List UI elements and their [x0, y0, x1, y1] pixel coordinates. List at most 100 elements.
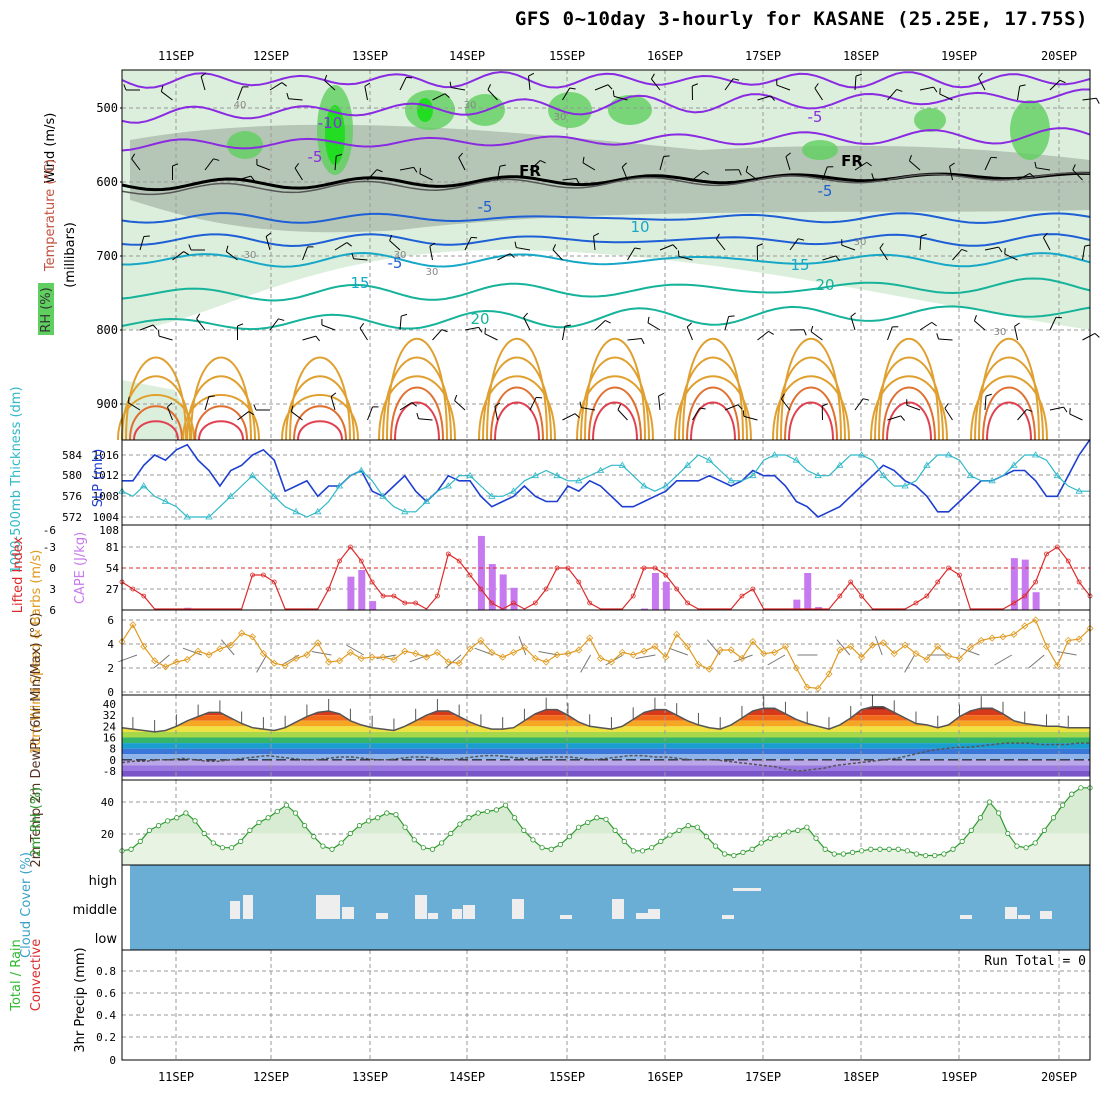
contour-label: 30	[464, 100, 477, 111]
wind-barb-10m	[153, 654, 170, 669]
wind-barb-flag	[863, 398, 870, 401]
contour-label: 30	[394, 250, 407, 261]
wind-barb-flag	[896, 88, 903, 92]
rh2m-marker	[676, 827, 682, 833]
rh2m-marker	[429, 846, 436, 852]
contour-label: 15	[350, 274, 369, 292]
wind-barb-flag	[494, 402, 501, 407]
wind-barb-flag	[499, 164, 506, 167]
lifted-marker	[1022, 593, 1028, 599]
wind10m-marker	[161, 663, 170, 671]
wind-barb	[464, 326, 479, 331]
contour-label: 20	[815, 276, 834, 294]
lifted-marker	[641, 565, 647, 571]
contour-label: FR	[841, 152, 863, 170]
cloud-bar	[230, 901, 240, 919]
wind-barb	[226, 251, 238, 261]
wind-barb	[399, 77, 407, 91]
temp-contour-warm	[870, 375, 948, 441]
wind-barb-flag	[330, 392, 337, 397]
wind10m-marker	[564, 650, 572, 658]
rh2m-marker	[603, 816, 609, 822]
rh2m-marker	[1069, 791, 1075, 797]
wind-barb	[399, 402, 413, 411]
wind-barb-flag	[770, 95, 775, 101]
rh2m-marker	[466, 815, 472, 821]
lifted-marker	[467, 572, 473, 578]
wind-barb-flag	[454, 394, 458, 401]
lifted-marker	[913, 600, 919, 606]
wind-barb-flag	[738, 169, 742, 176]
rh2m-marker	[329, 846, 335, 852]
wind-barb-flag	[315, 335, 320, 342]
temp-contour-warm	[285, 375, 355, 441]
wind-barb-flag	[612, 90, 615, 97]
lifted-marker	[271, 579, 277, 585]
temp-contour-warm	[190, 356, 252, 441]
rh2m-marker	[183, 810, 189, 816]
wind-barb-10m	[874, 636, 883, 656]
rh2m-marker	[840, 851, 847, 857]
thickness-marker	[1075, 487, 1083, 494]
ylabel-thickness: 1000-500mb Thickness (dm)	[9, 386, 24, 573]
temp2m-line	[121, 706, 1090, 733]
temp-contour-warm	[133, 420, 179, 441]
temp-contour-warm	[382, 356, 452, 441]
rh2m-marker	[1041, 827, 1047, 833]
day-label-top: 11SEP	[158, 49, 194, 63]
temp-contour-warm	[580, 356, 650, 441]
wind-barb	[621, 166, 628, 181]
lifted-marker	[1033, 579, 1039, 585]
thickness-tick: 572	[62, 511, 82, 524]
ylabel-wind: Wind (m/s)	[43, 113, 58, 184]
wind-barb	[1082, 332, 1096, 341]
thickness-marker	[1031, 451, 1040, 458]
wind-barb-10m	[767, 654, 786, 666]
temp-band	[122, 765, 1090, 771]
wind-barb-10m	[445, 654, 462, 669]
day-label-bottom: 11SEP	[158, 1070, 194, 1084]
temp-tick: 8	[109, 743, 116, 756]
wind-barb	[562, 326, 566, 341]
cape-bar	[358, 570, 366, 610]
wind-barb-flag	[593, 232, 600, 237]
wind-barb	[887, 89, 898, 101]
wind10m-marker	[955, 654, 964, 662]
wind-barb-flag	[1063, 406, 1068, 413]
rh2m-marker	[512, 815, 518, 821]
day-label-top: 18SEP	[843, 49, 879, 63]
wind-barb-flag	[564, 324, 571, 327]
wind-barb-10m	[635, 654, 656, 659]
wind-barb	[139, 236, 145, 251]
wind-barb-flag	[131, 153, 136, 160]
rh-tick: 20	[101, 828, 114, 841]
wind-barb	[1072, 169, 1083, 181]
lifted-marker	[576, 579, 582, 585]
cloud-bar	[612, 899, 624, 919]
wind-barb	[458, 157, 466, 171]
rh2m-marker	[384, 810, 390, 816]
cape-bar	[1010, 558, 1018, 610]
wind10m-marker	[401, 647, 409, 655]
wind10m-marker	[118, 638, 126, 646]
lifted-tick: 6	[49, 604, 56, 617]
cape-bar	[804, 572, 812, 610]
thickness-marker	[488, 492, 496, 499]
lifted-marker	[924, 593, 930, 599]
cloud-bar	[376, 913, 388, 919]
wind-barb	[1049, 317, 1057, 331]
lifted-tick: -6	[43, 524, 56, 537]
temp-contour-warm	[129, 405, 183, 441]
cloud-bar	[1040, 911, 1052, 919]
wind-barb-flag	[866, 161, 872, 167]
wind-barb-flag	[250, 175, 255, 182]
temp-contour-purple	[121, 127, 1091, 152]
wind10m-marker	[586, 634, 594, 642]
temp-contour-warm	[982, 386, 1036, 441]
cape-bar	[641, 608, 649, 610]
wind-barb-flag	[237, 323, 244, 327]
temp-band	[122, 743, 1090, 749]
wind-barb-flag	[208, 395, 215, 398]
rh2m-marker	[612, 827, 618, 833]
cape-bar	[369, 601, 377, 610]
